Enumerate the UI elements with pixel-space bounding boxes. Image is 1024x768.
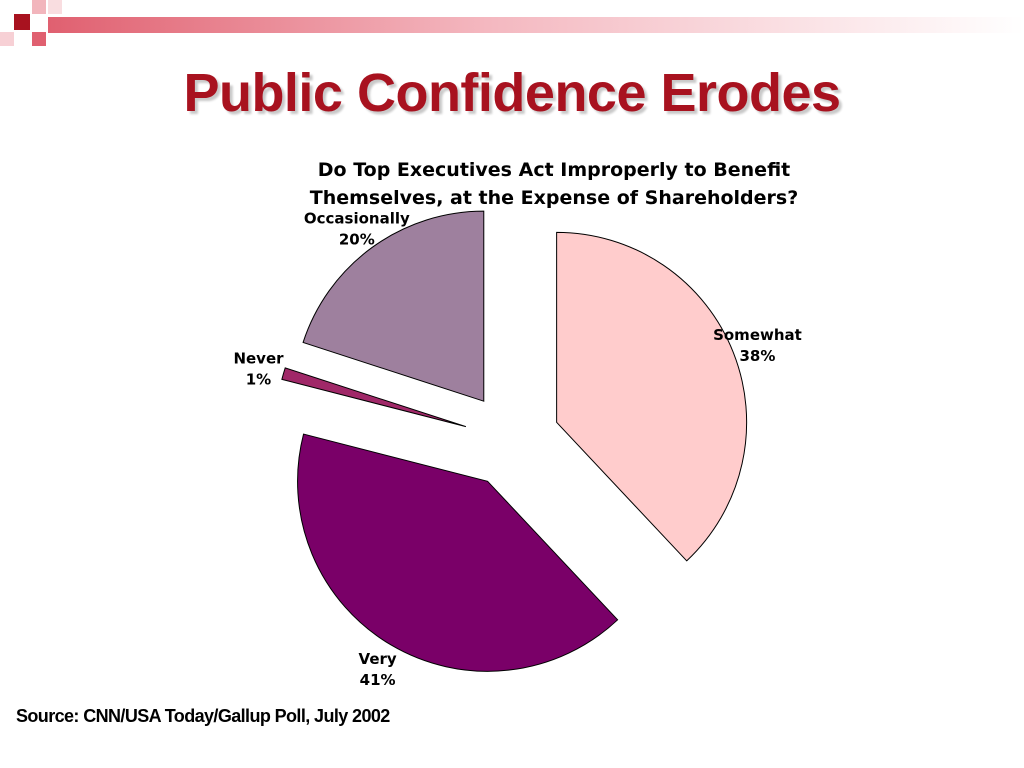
decorative-gradient-bar	[48, 17, 1024, 33]
decorative-square	[32, 0, 46, 14]
decorative-square	[48, 0, 62, 14]
slice-category-label: Very	[359, 650, 397, 668]
title-bar-decoration	[0, 0, 1024, 46]
slide-title: Public Confidence Erodes	[183, 63, 841, 123]
slice-value-label: 20%	[339, 230, 375, 248]
decorative-square	[14, 14, 30, 30]
slice-label-very: Very 41%	[359, 650, 397, 689]
slice-category-label: Never	[233, 349, 284, 367]
slice-label-somewhat: Somewhat 38%	[713, 326, 802, 365]
chart-title-line-2: Themselves, at the Expense of Shareholde…	[309, 187, 799, 209]
pie-slice-never	[281, 367, 467, 428]
pie-slice-somewhat	[556, 231, 748, 562]
slice-label-never: Never 1%	[233, 349, 284, 388]
slice-value-label: 41%	[360, 671, 396, 689]
chart-title: Do Top Executives Act Improperly to Bene…	[254, 156, 854, 212]
decorative-square	[0, 32, 14, 46]
slice-label-occasionally: Occasionally 20%	[304, 209, 410, 248]
slice-value-label: 38%	[740, 347, 776, 365]
decorative-square	[32, 32, 46, 46]
source-citation: Source: CNN/USA Today/Gallup Poll, July …	[16, 706, 390, 726]
slice-category-label: Occasionally	[304, 209, 410, 227]
pie-slice-occasionally	[302, 210, 485, 402]
slice-category-label: Somewhat	[713, 326, 802, 344]
pie-slice-very	[297, 433, 619, 672]
chart-title-line-1: Do Top Executives Act Improperly to Bene…	[317, 159, 791, 181]
slice-value-label: 1%	[246, 370, 271, 388]
